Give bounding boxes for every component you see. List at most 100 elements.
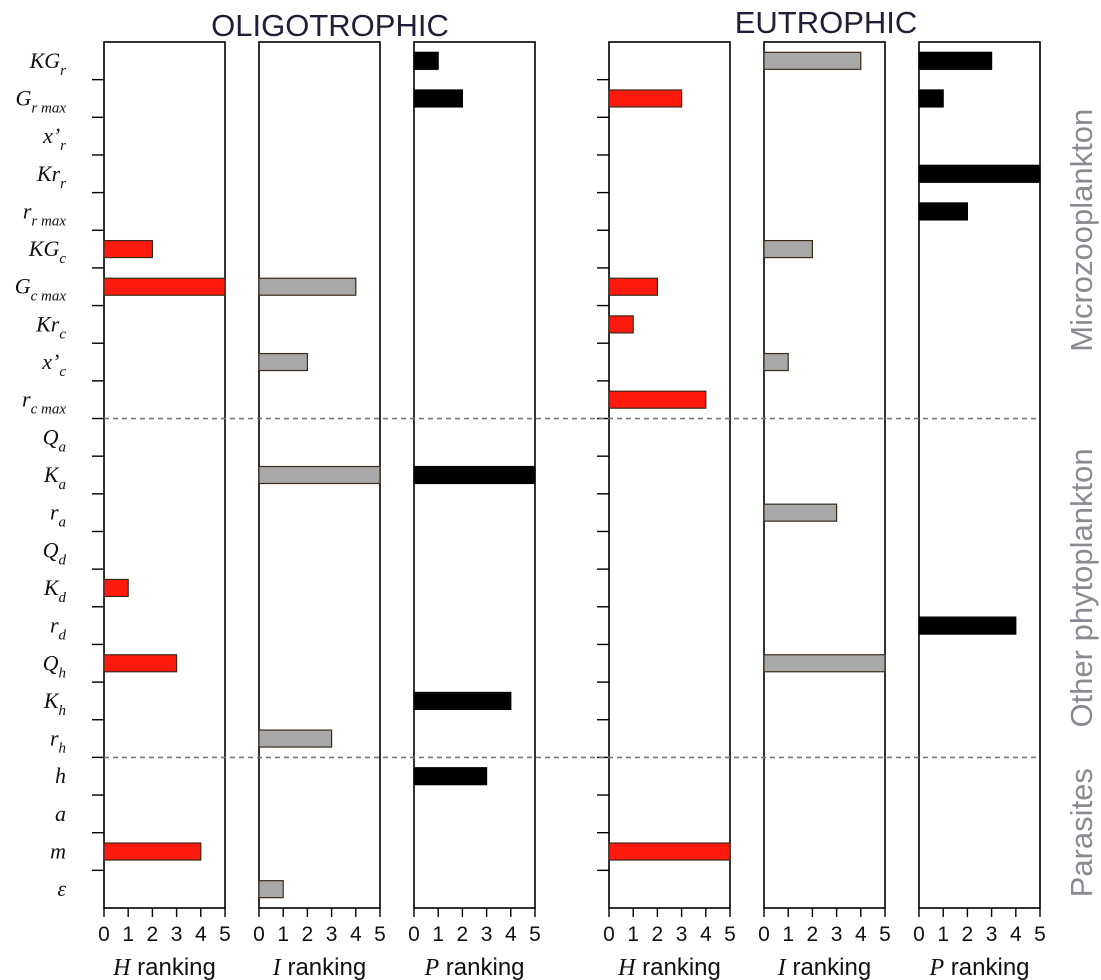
- bar-H: [608, 277, 659, 296]
- bar-I: [763, 503, 838, 522]
- panel-eutrophic-P: 0 1 2 3 4 5P ranking: [913, 41, 1046, 980]
- x-tick-label: 0: [758, 923, 770, 946]
- x-tick-label: 4: [1010, 923, 1022, 946]
- x-tick-label: 3: [481, 923, 493, 946]
- param-label: Qh: [43, 650, 66, 681]
- bar-I: [258, 880, 284, 899]
- x-tick-label: 1: [277, 923, 289, 946]
- bar-P: [413, 691, 512, 711]
- x-tick-label: 4: [855, 923, 867, 946]
- x-tick-label: 1: [937, 923, 949, 946]
- param-label: KGr: [29, 48, 67, 79]
- x-axis-title: H ranking: [617, 954, 721, 980]
- x-tick-label: 3: [171, 923, 183, 946]
- param-label: Krr: [36, 161, 66, 192]
- x-tick-label: 3: [326, 923, 338, 946]
- param-label: Gc max: [15, 274, 67, 305]
- x-tick-label: 2: [962, 923, 974, 946]
- x-tick-label: 5: [1034, 923, 1046, 946]
- param-label: a: [55, 801, 66, 826]
- x-tick-label: 2: [302, 923, 314, 946]
- param-label: Kh: [43, 688, 66, 719]
- x-tick-label: 4: [195, 923, 207, 946]
- x-axis-title: P ranking: [423, 954, 524, 980]
- group-label: Other phytoplankton: [1064, 448, 1099, 727]
- param-label: Qa: [43, 424, 66, 455]
- x-tick-label: 5: [724, 923, 736, 946]
- param-label: m: [50, 839, 66, 864]
- param-label: ε: [57, 876, 66, 901]
- panel-frame: [918, 41, 1041, 909]
- x-tick-label: 1: [627, 923, 639, 946]
- x-tick-label: 0: [408, 923, 420, 946]
- x-tick-label: 5: [374, 923, 386, 946]
- param-label: x’c: [41, 349, 66, 380]
- bar-H: [103, 654, 178, 673]
- param-label: Ka: [43, 462, 66, 493]
- group-labels: Microzooplankton Other phytoplankton Paras…: [1064, 109, 1099, 898]
- bar-P: [413, 767, 488, 786]
- x-tick-label: 0: [603, 923, 615, 946]
- x-tick-label: 3: [986, 923, 998, 946]
- panel-eutrophic-H: 0 1 2 3 4 5H ranking: [597, 41, 736, 980]
- bar-I: [258, 277, 357, 296]
- bar-I: [763, 239, 814, 259]
- x-axis-title: I ranking: [777, 954, 871, 980]
- bar-H: [608, 315, 634, 334]
- parameter-labels: KGr Gr max x’r Krr rr max KGc Gc max Krc x’c rc m…: [15, 48, 67, 901]
- bar-I: [763, 654, 886, 673]
- x-tick-label: 4: [700, 923, 712, 946]
- x-tick-label: 5: [879, 923, 891, 946]
- x-axis-title: H ranking: [112, 954, 216, 980]
- x-tick-label: 1: [782, 923, 794, 946]
- x-tick-label: 4: [350, 923, 362, 946]
- bar-P: [413, 89, 464, 108]
- bar-H: [103, 277, 226, 296]
- param-label: Kd: [43, 575, 67, 606]
- panel-oligotrophic-P: 0 1 2 3 4 5P ranking: [408, 41, 541, 980]
- bar-H: [103, 239, 154, 259]
- bar-I: [258, 729, 333, 748]
- x-axis-title: P ranking: [928, 954, 1029, 980]
- bar-I: [258, 352, 309, 372]
- param-label: rc max: [22, 387, 66, 418]
- group-label: Microzooplankton: [1064, 109, 1099, 352]
- bar-P: [918, 616, 1017, 635]
- panel-frame: [103, 41, 226, 909]
- bar-H: [103, 842, 202, 861]
- bar-I: [763, 51, 862, 70]
- x-tick-label: 5: [219, 923, 231, 946]
- x-tick-label: 1: [432, 923, 444, 946]
- x-tick-label: 5: [529, 923, 541, 946]
- x-tick-label: 2: [147, 923, 159, 946]
- x-tick-label: 0: [253, 923, 265, 946]
- bar-H: [103, 578, 129, 598]
- eutrophic-title: EUTROPHIC: [735, 5, 918, 40]
- x-tick-label: 2: [652, 923, 664, 946]
- param-label: KGc: [28, 236, 67, 267]
- param-label: Krc: [35, 311, 66, 342]
- bar-P: [413, 465, 536, 485]
- x-tick-label: 3: [831, 923, 843, 946]
- group-separators: [104, 417, 1040, 759]
- x-tick-label: 4: [505, 923, 517, 946]
- x-tick-label: 1: [122, 923, 134, 946]
- param-label: Qd: [43, 537, 67, 568]
- bar-P: [918, 89, 944, 108]
- param-label: Gr max: [16, 85, 67, 116]
- panel-eutrophic-I: 0 1 2 3 4 5 I ranking: [758, 41, 891, 980]
- oligotrophic-title: OLIGOTROPHIC: [211, 8, 449, 43]
- x-tick-label: 0: [98, 923, 110, 946]
- x-tick-label: 2: [457, 923, 469, 946]
- panel-frame: [763, 41, 886, 909]
- bar-H: [608, 89, 683, 108]
- panel-oligotrophic-H: 0 1 2 3 4 5H ranking: [92, 41, 231, 980]
- param-label: h: [55, 763, 66, 788]
- bar-P: [918, 51, 993, 70]
- x-tick-label: 2: [807, 923, 819, 946]
- param-label: rh: [50, 726, 66, 757]
- param-label: x’r: [42, 123, 66, 154]
- bar-H: [608, 390, 707, 409]
